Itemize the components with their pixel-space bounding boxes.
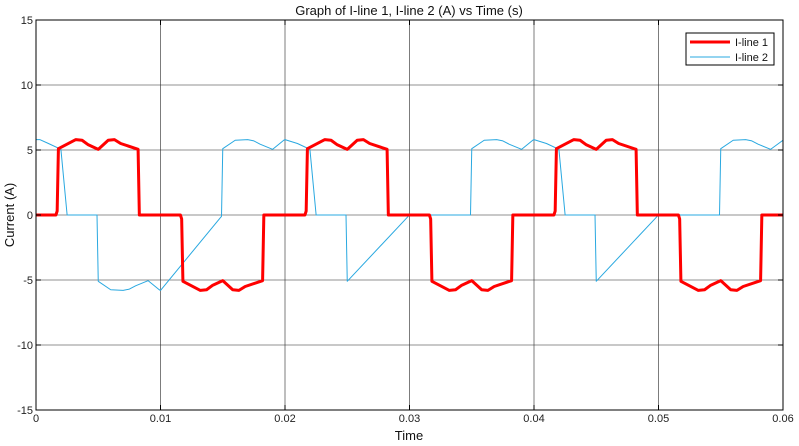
y-axis-ticks: -15 -10 -5 0 5 10 15 xyxy=(17,15,783,417)
y-axis-title: Current (A) xyxy=(2,183,17,247)
y-tick-label: 15 xyxy=(21,15,33,27)
series-line-i-line-1 xyxy=(36,138,783,292)
x-tick-label: 0.02 xyxy=(274,413,295,425)
x-tick-label: 0.03 xyxy=(399,413,420,425)
legend-box xyxy=(685,32,775,66)
chart-title: Graph of I-line 1, I-line 2 (A) vs Time … xyxy=(295,3,523,18)
legend-label-i-line-1: I-line 1 xyxy=(735,37,768,49)
y-tick-label: -10 xyxy=(17,340,33,352)
y-tick-label: 0 xyxy=(27,210,33,222)
y-tick-label: -5 xyxy=(23,275,33,287)
legend: I-line 1 I-line 2 xyxy=(685,32,775,66)
x-axis-title: Time xyxy=(395,428,423,443)
series-lines xyxy=(36,138,784,292)
y-tick-label: -15 xyxy=(17,405,33,417)
x-tick-label: 0.05 xyxy=(648,413,669,425)
legend-label-i-line-2: I-line 2 xyxy=(735,52,768,64)
x-tick-label: 0.01 xyxy=(150,413,171,425)
x-axis-ticks: 0 0.01 0.02 0.03 0.04 0.05 0.06 xyxy=(33,20,794,425)
y-tick-label: 10 xyxy=(21,80,33,92)
y-tick-label: 5 xyxy=(27,145,33,157)
x-tick-label: 0.06 xyxy=(772,413,793,425)
x-tick-label: 0.04 xyxy=(523,413,544,425)
x-tick-label: 0 xyxy=(33,413,39,425)
